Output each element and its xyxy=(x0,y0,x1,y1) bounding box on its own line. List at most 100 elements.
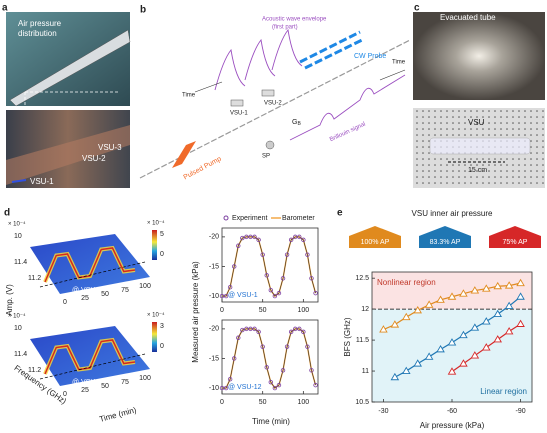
freq-tick: 11.4 xyxy=(14,259,27,266)
legend-label: 100% AP xyxy=(361,239,390,246)
y-tick-label: -20 xyxy=(209,326,219,333)
gain-sub: B xyxy=(297,121,301,127)
axes-box xyxy=(221,227,319,303)
vsu xyxy=(261,89,275,97)
data-point xyxy=(240,327,245,333)
x-tick-label: -30 xyxy=(378,408,388,415)
data-point xyxy=(447,367,457,375)
surface xyxy=(30,234,150,294)
colorbar-tick: 0 xyxy=(160,251,164,258)
panel-label: c xyxy=(414,3,420,14)
colorbar-tick: 0 xyxy=(160,343,164,350)
data-point xyxy=(248,234,253,240)
time-tick: 75 xyxy=(121,287,129,294)
time-tick: 50 xyxy=(101,383,109,390)
data-point xyxy=(309,276,314,281)
data-point xyxy=(305,252,310,257)
y-tick-label: 11.5 xyxy=(356,337,369,344)
data-point xyxy=(248,326,253,332)
freq-tick: 11.2 xyxy=(28,367,41,374)
data-point xyxy=(293,326,298,332)
data-point xyxy=(268,379,274,385)
data-point xyxy=(236,243,241,248)
data-point xyxy=(280,368,286,373)
data-point xyxy=(272,293,278,299)
marker xyxy=(11,179,27,183)
axis-title: Time (min) xyxy=(98,405,137,424)
colorbar-tick: 5 xyxy=(160,231,164,238)
time-tick: 0 xyxy=(63,391,67,398)
region-label: Linear region xyxy=(480,387,527,396)
caption: GB xyxy=(292,119,301,127)
freq-tick: 11.2 xyxy=(28,275,41,282)
time-tick: 25 xyxy=(81,295,89,302)
data-point xyxy=(516,278,525,287)
data-point xyxy=(284,344,290,349)
x-tick-label: 50 xyxy=(259,307,267,314)
exponent: × 10⁻⁴ xyxy=(147,220,165,227)
data-point xyxy=(470,323,480,331)
data-point xyxy=(219,385,225,391)
data-point xyxy=(424,352,434,360)
data-point xyxy=(504,301,514,309)
panel-label: e xyxy=(337,208,343,219)
data-point xyxy=(284,252,290,257)
data-point xyxy=(276,382,282,388)
exponent: × 10⁻⁴ xyxy=(8,313,26,320)
panel-a: a Air pressure distribution VSU-3 VSU-2 … xyxy=(2,3,131,188)
data-point xyxy=(301,329,306,335)
axis-title: Measured air pressure (kPa) xyxy=(191,261,200,363)
data-point xyxy=(244,234,249,240)
data-point xyxy=(436,344,445,353)
time-tick: 25 xyxy=(81,387,89,394)
legend-marker xyxy=(223,215,229,221)
vsu xyxy=(230,99,244,107)
data-point xyxy=(413,305,422,314)
axis-title: Time (min) xyxy=(252,417,290,426)
x-tick-label: -90 xyxy=(516,408,526,415)
x-tick-label: 50 xyxy=(259,399,267,406)
data-point xyxy=(447,338,457,346)
caption: Evacuated tube xyxy=(440,13,496,22)
legend-label: Experiment xyxy=(232,215,267,222)
data-point xyxy=(293,234,298,240)
legend-box xyxy=(419,226,471,248)
data-point xyxy=(297,326,302,332)
data-point xyxy=(313,290,318,296)
data-point xyxy=(390,320,400,328)
data-point xyxy=(276,290,282,296)
caption: VSU-2 xyxy=(264,101,282,107)
caption: Pulsed Pump xyxy=(183,156,223,182)
caption: Time xyxy=(182,93,196,99)
data-point xyxy=(516,319,525,327)
envelope xyxy=(214,28,303,91)
caption: Acoustic wave envelope xyxy=(262,17,327,23)
data-point xyxy=(244,326,249,332)
y-tick-label: 11 xyxy=(362,368,369,375)
colorbar xyxy=(152,230,157,260)
unit-label: VSU-2 xyxy=(82,154,106,163)
data-point xyxy=(413,359,422,367)
surface xyxy=(30,326,150,386)
location-label: @ VSU-12 xyxy=(228,384,262,391)
location-label: @ VSU-1 xyxy=(228,292,258,299)
y-tick-label: 10.5 xyxy=(355,399,369,406)
data-point xyxy=(223,385,229,391)
linear-shade xyxy=(372,309,532,402)
exponent: × 10⁻⁴ xyxy=(8,221,26,228)
data-point xyxy=(219,293,225,299)
axis-title: BFS (GHz) xyxy=(343,317,352,356)
x-tick-label: 100 xyxy=(298,399,310,406)
data-point xyxy=(493,335,502,343)
signal-curve xyxy=(289,74,406,141)
vsu xyxy=(429,137,531,155)
data-point xyxy=(268,287,274,293)
exponent: × 10⁻⁴ xyxy=(147,312,165,319)
unit-label: VSU-3 xyxy=(98,143,122,152)
caption: distribution xyxy=(18,29,57,38)
data-point xyxy=(252,326,257,332)
caption: CW Probe xyxy=(354,53,386,60)
caption: VSU-1 xyxy=(230,111,248,117)
x-tick-label: 0 xyxy=(220,307,224,314)
